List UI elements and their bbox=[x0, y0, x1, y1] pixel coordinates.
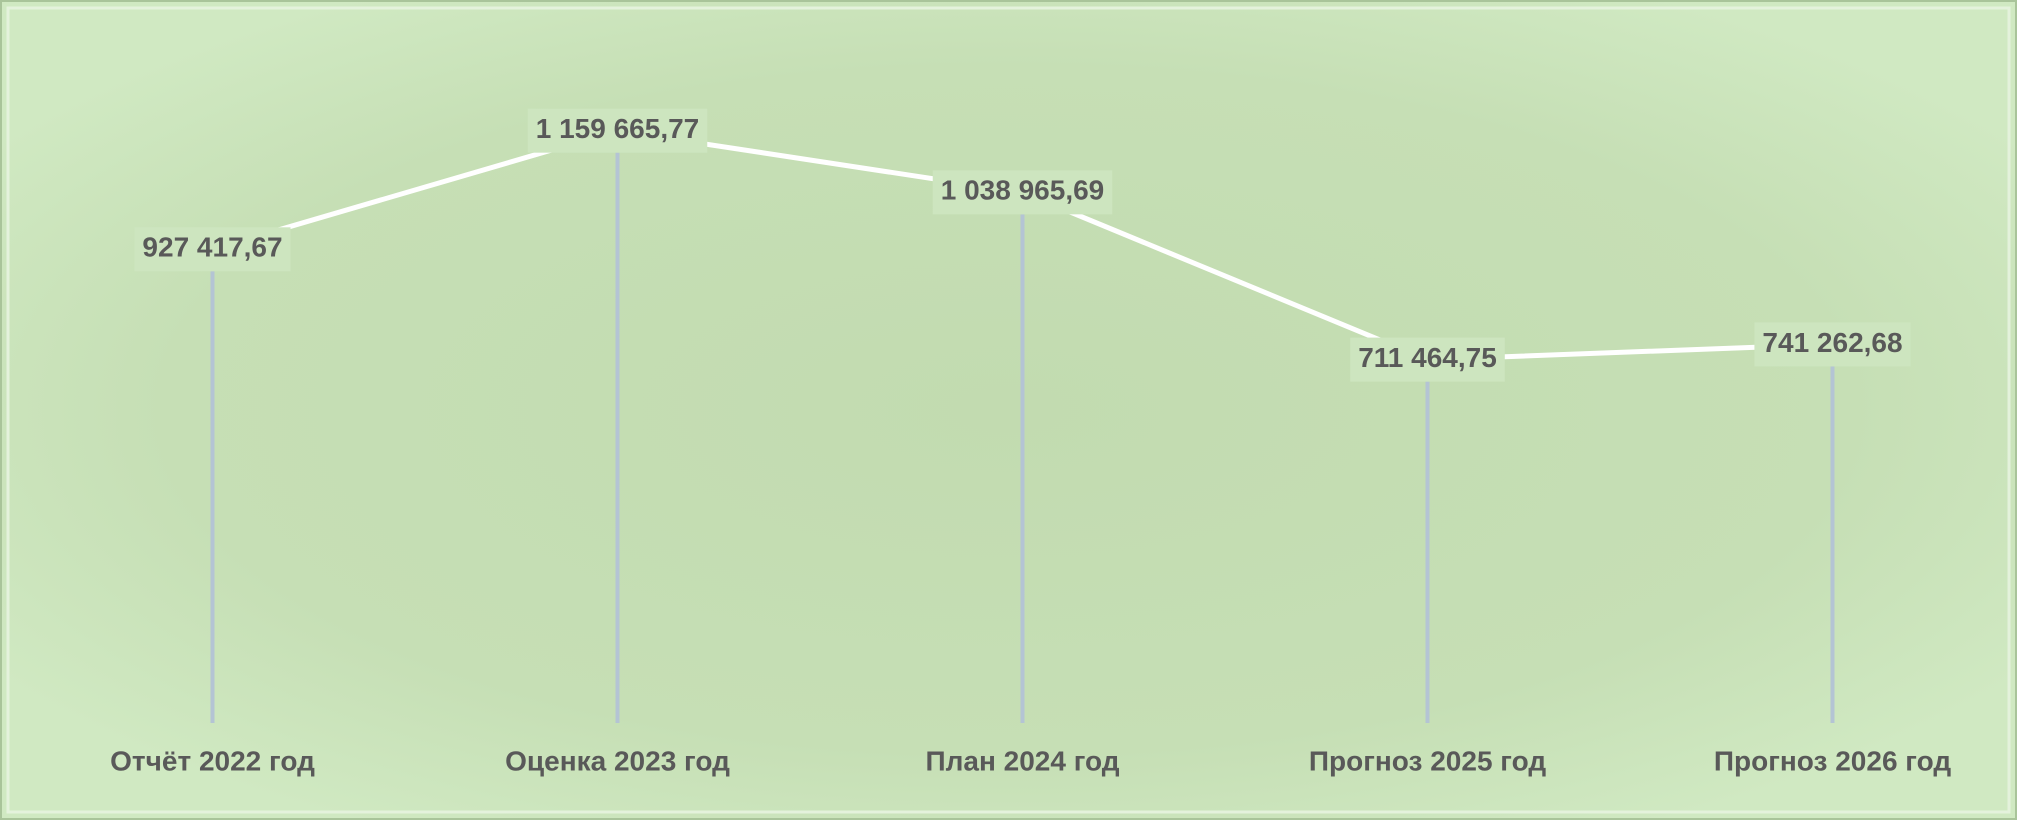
x-tick-label: Отчёт 2022 год bbox=[110, 745, 315, 776]
x-tick-label: Оценка 2023 год bbox=[505, 745, 730, 776]
data-label-box bbox=[527, 108, 708, 153]
x-tick-label: План 2024 год bbox=[925, 745, 1119, 776]
chart-frame bbox=[6, 6, 2011, 814]
x-tick-label: Прогноз 2025 год bbox=[1309, 745, 1546, 776]
x-tick-label: Прогноз 2026 год bbox=[1714, 745, 1951, 776]
data-label-box bbox=[134, 227, 291, 272]
data-label-box bbox=[1754, 322, 1911, 367]
data-label: 711 464,75 bbox=[1358, 342, 1497, 373]
data-label: 1 038 965,69 bbox=[941, 175, 1105, 206]
data-label: 741 262,68 bbox=[1762, 327, 1902, 358]
data-label: 1 159 665,77 bbox=[536, 113, 700, 144]
data-label-box bbox=[1350, 337, 1505, 382]
data-label: 927 417,67 bbox=[142, 232, 282, 263]
data-label-box bbox=[932, 170, 1113, 215]
